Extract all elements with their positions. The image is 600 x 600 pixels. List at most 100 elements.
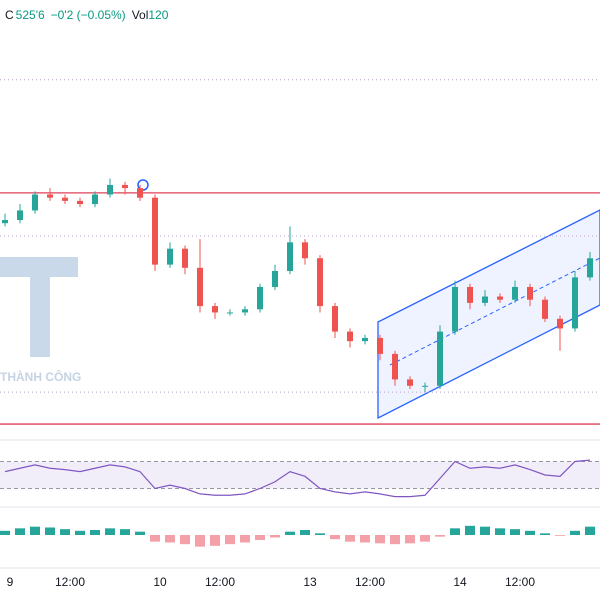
macd-bar bbox=[30, 526, 40, 535]
close-label: C bbox=[5, 8, 14, 22]
volume-value: 120 bbox=[148, 8, 168, 22]
macd-bar bbox=[270, 535, 280, 538]
candle-body bbox=[587, 258, 593, 278]
candle-body bbox=[272, 271, 278, 287]
macd-bar bbox=[585, 526, 595, 535]
candle-body bbox=[407, 379, 413, 386]
macd-bar bbox=[420, 535, 430, 542]
candle-body bbox=[227, 312, 233, 314]
macd-bar bbox=[405, 535, 415, 544]
macd-bar bbox=[75, 530, 85, 535]
channel-mid bbox=[389, 257, 600, 366]
macd-bar bbox=[240, 535, 250, 543]
x-tick-label: 9 bbox=[7, 575, 14, 589]
candle-body bbox=[437, 331, 443, 386]
candle-body bbox=[17, 210, 23, 220]
candle-body bbox=[467, 286, 473, 303]
candle-body bbox=[77, 200, 83, 205]
macd-bar bbox=[180, 535, 190, 545]
volume-label: Vol bbox=[132, 8, 149, 22]
macd-bar bbox=[120, 529, 130, 535]
candle-body bbox=[482, 296, 488, 303]
macd-bar bbox=[285, 531, 295, 535]
candle-body bbox=[242, 309, 248, 313]
candle-body bbox=[392, 353, 398, 380]
candle-body bbox=[377, 337, 383, 354]
macd-bar bbox=[570, 530, 580, 535]
macd-bar bbox=[555, 535, 565, 536]
x-tick-label: 12:00 bbox=[355, 575, 385, 589]
macd-bar bbox=[210, 535, 220, 546]
macd-bar bbox=[375, 535, 385, 544]
candle-body bbox=[197, 267, 203, 307]
candle-body bbox=[452, 286, 458, 332]
macd-bar bbox=[495, 528, 505, 535]
macd-bar bbox=[0, 530, 10, 535]
macd-bar bbox=[525, 530, 535, 535]
candle-body bbox=[167, 248, 173, 265]
channel bbox=[377, 209, 600, 420]
candle-body bbox=[557, 318, 563, 329]
candle-body bbox=[152, 197, 158, 265]
macd-bar bbox=[330, 535, 340, 540]
close-value: 525'6 bbox=[16, 8, 45, 22]
candle-body bbox=[362, 337, 368, 342]
candle-body bbox=[62, 197, 68, 201]
x-tick-label: 12:00 bbox=[205, 575, 235, 589]
candle-body bbox=[422, 385, 428, 387]
candle-body bbox=[542, 299, 548, 319]
candle-body bbox=[137, 188, 143, 198]
candle-body bbox=[182, 248, 188, 268]
change: −0'2 (−0.05%) bbox=[51, 8, 126, 22]
candle-body bbox=[2, 220, 8, 224]
macd-bar bbox=[510, 529, 520, 535]
watermark-text: THÀNH CÔNG bbox=[0, 369, 81, 384]
candle-body bbox=[122, 184, 128, 189]
x-tick-label: 12:00 bbox=[55, 575, 85, 589]
rsi-line bbox=[4, 459, 591, 498]
macd-bar bbox=[15, 528, 25, 535]
x-tick-label: 10 bbox=[153, 575, 167, 589]
legend-header: C 525'6 −0'2 (−0.05%) Vol120 bbox=[5, 8, 169, 22]
candle-body bbox=[512, 286, 518, 300]
x-tick-label: 14 bbox=[453, 575, 467, 589]
macd-bar bbox=[150, 535, 160, 542]
macd-bar bbox=[480, 526, 490, 535]
candle-body bbox=[572, 277, 578, 329]
macd-bar bbox=[465, 525, 475, 535]
candle-body bbox=[107, 184, 113, 195]
candle-body bbox=[497, 296, 503, 300]
macd-bar bbox=[195, 535, 205, 547]
macd-bar bbox=[60, 529, 70, 535]
macd-bar bbox=[360, 535, 370, 543]
x-tick-label: 13 bbox=[303, 575, 317, 589]
macd-bar bbox=[105, 528, 115, 535]
x-tick-label: 12:00 bbox=[505, 575, 535, 589]
candle-body bbox=[302, 242, 308, 259]
watermark-stem bbox=[30, 257, 50, 357]
candle-body bbox=[257, 286, 263, 310]
candle-body bbox=[212, 306, 218, 313]
macd-bar bbox=[315, 533, 325, 535]
macd-bar bbox=[165, 535, 175, 543]
macd-bar bbox=[300, 530, 310, 535]
macd-bar bbox=[135, 531, 145, 535]
macd-bar bbox=[45, 527, 55, 535]
candle-body bbox=[527, 286, 533, 300]
macd-bar bbox=[225, 535, 235, 545]
macd-bar bbox=[255, 535, 265, 540]
macd-bar bbox=[450, 528, 460, 535]
macd-bar bbox=[435, 535, 445, 537]
watermark: THÀNH CÔNG bbox=[0, 257, 81, 384]
macd-bar bbox=[345, 535, 355, 542]
macd-bar bbox=[90, 530, 100, 535]
candle-body bbox=[47, 194, 53, 198]
candle-body bbox=[317, 258, 323, 307]
candle-body bbox=[347, 331, 353, 342]
candle-body bbox=[332, 306, 338, 332]
macd-bar bbox=[540, 533, 550, 535]
candle-body bbox=[32, 194, 38, 211]
candle-body bbox=[287, 242, 293, 272]
macd-bar bbox=[390, 535, 400, 545]
